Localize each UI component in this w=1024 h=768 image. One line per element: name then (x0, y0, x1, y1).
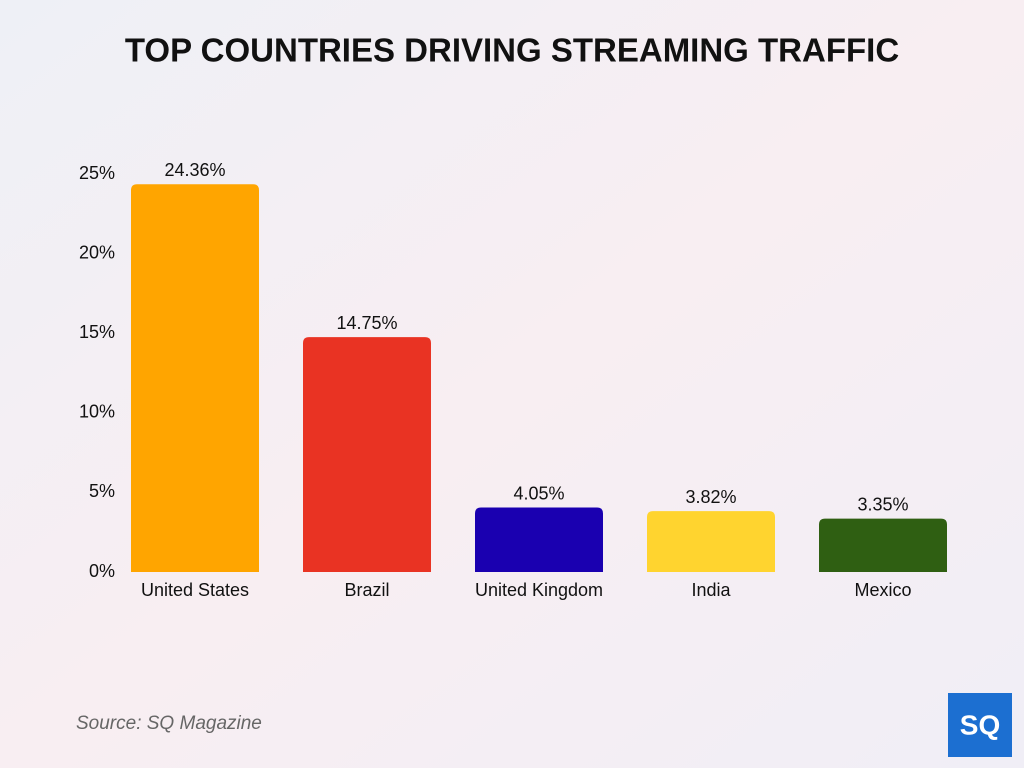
value-label: 24.36% (164, 160, 225, 180)
y-tick-label: 15% (79, 322, 115, 342)
chart-title: TOP COUNTRIES DRIVING STREAMING TRAFFIC (125, 32, 899, 69)
bar (131, 184, 259, 573)
x-tick-label: Brazil (344, 580, 389, 600)
bar (303, 337, 431, 572)
x-tick-label: United States (141, 580, 249, 600)
value-label: 3.35% (857, 494, 908, 514)
bar (475, 507, 603, 572)
bar (647, 511, 775, 572)
y-tick-label: 10% (79, 402, 115, 422)
y-tick-label: 0% (89, 561, 115, 581)
logo: SQ (960, 709, 1000, 740)
bar (819, 518, 947, 572)
value-label: 14.75% (336, 313, 397, 333)
y-tick-label: 5% (89, 481, 115, 501)
x-tick-label: Mexico (854, 580, 911, 600)
value-label: 4.05% (513, 483, 564, 503)
x-tick-label: India (691, 580, 731, 600)
x-tick-label: United Kingdom (475, 580, 603, 600)
y-tick-label: 25% (79, 163, 115, 183)
source: Source: SQ Magazine (76, 713, 262, 734)
y-tick-label: 20% (79, 242, 115, 262)
value-label: 3.82% (685, 487, 736, 507)
logo-box (948, 693, 1012, 757)
